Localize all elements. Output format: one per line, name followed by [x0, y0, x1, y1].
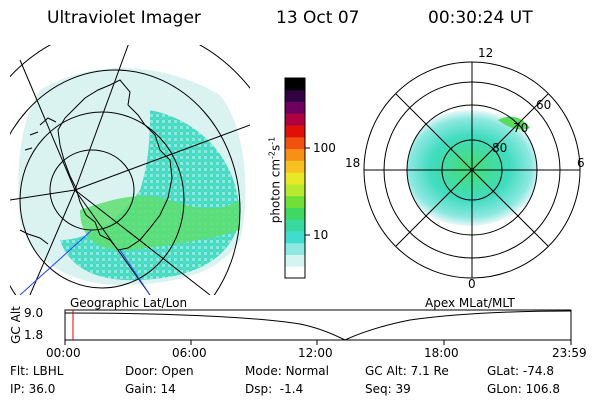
apex-polar-plot — [363, 61, 581, 279]
geo-panel-label: Geographic Lat/Lon — [70, 296, 188, 310]
mlt-label-18: 18 — [345, 156, 361, 170]
gc-alt-xtick-3: 18:00 — [424, 346, 459, 360]
colorbar-swatch — [285, 254, 305, 267]
colorbar-swatch — [285, 160, 305, 173]
status-ip: IP: 36.0 — [10, 382, 56, 396]
colorbar-swatch — [285, 136, 305, 150]
status-glon: GLon: 106.8 — [487, 382, 560, 396]
mlat-label-80: 80 — [492, 141, 508, 155]
gc-alt-ylabel: GC Alt — [9, 306, 23, 344]
colorbar-swatch — [285, 113, 305, 126]
status-door: Door: Open — [125, 364, 194, 378]
colorbar — [284, 77, 310, 279]
gc-alt-xtick-4: 23:59 — [552, 346, 587, 360]
colorbar-swatch — [285, 219, 305, 232]
colorbar-swatch — [285, 266, 305, 279]
mlat-label-70: 70 — [513, 121, 529, 135]
gc-alt-plot — [64, 309, 572, 345]
gc-alt-ytick-9: 9.0 — [24, 306, 44, 320]
colorbar-swatch — [285, 207, 305, 220]
colorbar-swatch — [285, 89, 305, 103]
geo-map — [10, 45, 250, 295]
gc-alt-ytick-1-8: 1.8 — [24, 328, 44, 342]
colorbar-swatch — [285, 183, 305, 197]
geo-grid — [10, 45, 250, 295]
colorbar-tick-10: 10 — [313, 228, 329, 242]
mlt-label-0: 0 — [468, 277, 476, 291]
instrument-title: Ultraviolet Imager — [47, 8, 201, 28]
colorbar-swatch — [285, 78, 305, 91]
gc-alt-xtick-2: 12:00 — [298, 346, 333, 360]
status-gc-alt: GC Alt: 7.1 Re — [365, 364, 449, 378]
colorbar-swatch — [285, 148, 305, 161]
geo-emission-core — [80, 195, 240, 251]
status-dsp: Dsp: -1.4 — [245, 382, 304, 396]
mlat-label-60: 60 — [536, 98, 552, 112]
colorbar-swatch — [285, 172, 305, 185]
gc-alt-xtick-0: 00:00 — [46, 346, 81, 360]
date-label: 13 Oct 07 — [276, 8, 360, 28]
status-glat: GLat: -74.8 — [487, 364, 554, 378]
colorbar-swatch — [285, 242, 305, 255]
colorbar-swatch — [285, 230, 305, 244]
status-mode: Mode: Normal — [245, 364, 329, 378]
colorbar-tick-100: 100 — [313, 141, 336, 155]
status-gain: Gain: 14 — [125, 382, 176, 396]
mlt-label-12: 12 — [478, 46, 494, 60]
continent-outline — [57, 79, 173, 251]
colorbar-swatch — [285, 101, 305, 114]
colorbar-unit-label: photon cm-2s-1 — [267, 136, 283, 224]
mlt-label-6: 6 — [577, 156, 585, 170]
gc-alt-curve — [64, 310, 572, 341]
colorbar-swatch — [285, 125, 305, 138]
status-seq: Seq: 39 — [365, 382, 411, 396]
gc-alt-xtick-1: 06:00 — [172, 346, 207, 360]
status-filter: Flt: LBHL — [10, 364, 64, 378]
time-label: 00:30:24 UT — [428, 8, 533, 28]
colorbar-swatch — [285, 195, 305, 208]
apex-panel-label: Apex MLat/MLT — [425, 296, 515, 310]
